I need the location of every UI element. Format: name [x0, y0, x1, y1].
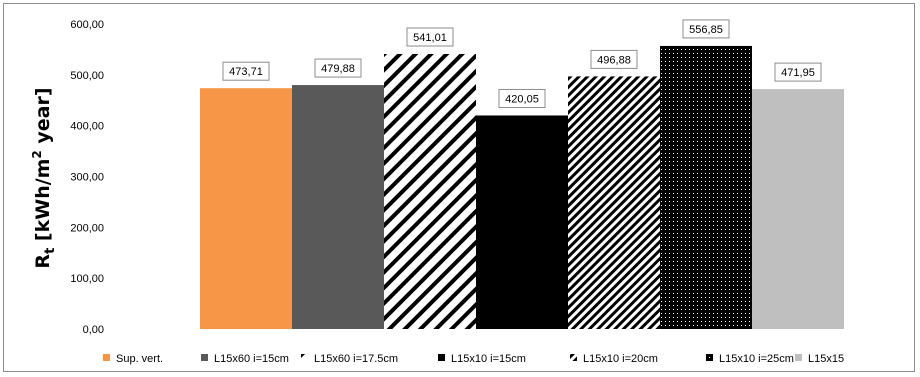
bar-5 — [568, 76, 660, 329]
data-label-text: 420,05 — [505, 93, 539, 105]
legend-item-6: L15x10 i=25cm — [706, 353, 794, 365]
data-label-text: 496,88 — [597, 54, 631, 66]
y-axis-label-group: Rt [kWh/m2 year] — [30, 87, 58, 268]
bar-2 — [292, 85, 384, 329]
legend-label: L15x10 i=20cm — [583, 353, 658, 365]
legend-swatch — [301, 354, 308, 361]
data-label-text: 471,95 — [781, 67, 815, 79]
bar-6 — [660, 45, 752, 330]
legend-label: Sup. vert. — [116, 353, 163, 365]
data-label-text: 473,71 — [229, 66, 263, 78]
legend-label: L15x10 i=25cm — [719, 353, 794, 365]
data-label-text: 556,85 — [689, 24, 723, 36]
y-axis-ticks: 0,00 100,00 200,00 300,00 400,00 500,00 600,00 — [70, 19, 104, 336]
legend-swatch — [103, 354, 110, 361]
data-label-5: 496,88 — [590, 49, 638, 69]
legend-swatch — [438, 354, 445, 361]
y-tick-label: 500,00 — [70, 70, 104, 82]
legend-item-2: L15x60 i=15cm — [201, 353, 289, 365]
data-label-4: 420,05 — [498, 88, 546, 108]
data-label-6: 556,85 — [682, 19, 730, 39]
legend-label: L15x60 i=17.5cm — [314, 353, 398, 365]
legend-swatch — [795, 354, 802, 361]
data-label-text: 541,01 — [413, 32, 447, 44]
y-tick-label: 400,00 — [70, 121, 104, 133]
y-tick-label: 0,00 — [83, 324, 104, 336]
bar-4 — [476, 115, 568, 330]
legend-swatch — [706, 354, 713, 361]
legend-item-5: L15x10 i=20cm — [570, 353, 658, 365]
y-axis-label: Rt [kWh/m2 year] — [30, 87, 58, 268]
y-tick-label: 100,00 — [70, 273, 104, 285]
legend-label: L15x15 — [808, 353, 844, 365]
legend: Sup. vert. L15x60 i=15cm L15x60 i=17.5cm L1… — [103, 353, 844, 365]
legend-item-3: L15x60 i=17.5cm — [301, 353, 398, 365]
data-labels: 473,71 479,88 541,01 420,05 496,88 556,85 471,… — [222, 19, 822, 108]
legend-label: L15x10 i=15cm — [451, 353, 526, 365]
bars — [200, 45, 844, 330]
legend-item-1: Sup. vert. — [103, 353, 163, 365]
legend-item-4: L15x10 i=15cm — [438, 353, 526, 365]
data-label-7: 471,95 — [774, 62, 822, 82]
data-label-3: 541,01 — [406, 27, 454, 47]
legend-label: L15x60 i=15cm — [214, 353, 289, 365]
bar-7 — [752, 89, 844, 329]
y-tick-label: 600,00 — [70, 19, 104, 31]
y-tick-label: 300,00 — [70, 172, 104, 184]
data-label-text: 479,88 — [321, 63, 355, 75]
y-tick-label: 200,00 — [70, 222, 104, 234]
legend-item-7: L15x15 — [795, 353, 844, 365]
data-label-2: 479,88 — [314, 58, 362, 78]
bar-1 — [200, 88, 292, 329]
legend-swatch — [570, 354, 577, 361]
data-label-1: 473,71 — [222, 61, 270, 81]
legend-swatch — [201, 354, 208, 361]
bar-3 — [384, 53, 476, 330]
